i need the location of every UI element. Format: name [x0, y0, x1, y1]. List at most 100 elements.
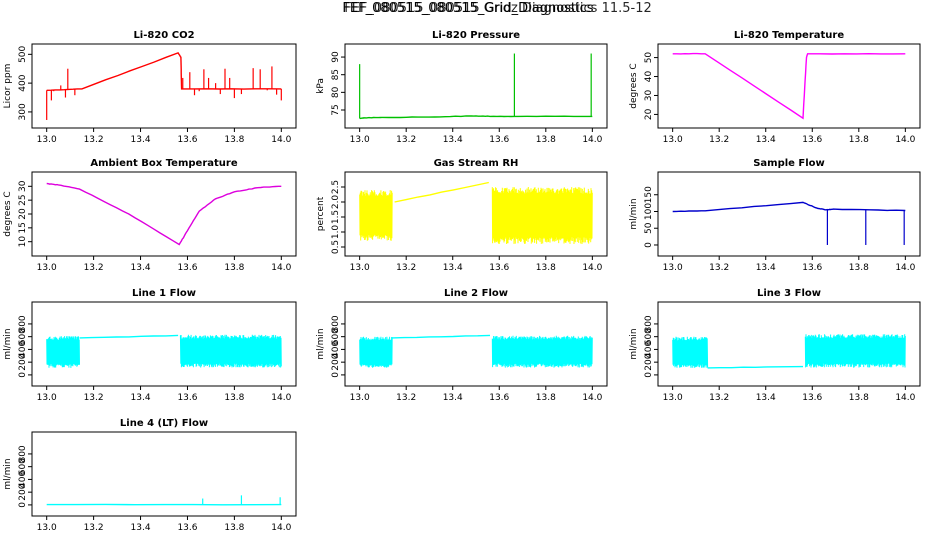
page-title: FEF_080515_080515_Grid_Diagnostics FEF_0…	[0, 0, 936, 20]
y-axis-label: ml/min	[3, 458, 13, 489]
series-band-2	[491, 335, 593, 368]
y-tick-label: 20	[644, 108, 654, 120]
x-tick-label: 13.2	[84, 263, 104, 273]
series-line	[707, 365, 804, 369]
series-line	[672, 52, 906, 120]
y-tick-label: 400	[644, 341, 654, 358]
y-tick-label: 800	[331, 315, 341, 332]
x-tick-label: 13.2	[396, 263, 416, 273]
chart-panel-5: Gas Stream RH percent 13.0 13.2 13.4 13.6 13.8…	[316, 158, 608, 273]
x-tick-label: 13.8	[224, 523, 244, 533]
y-tick-label: 0	[18, 502, 28, 508]
y-axis-label: ml/min	[3, 328, 13, 359]
y-tick-label: 10	[18, 236, 28, 248]
series-line	[392, 334, 491, 339]
page-title-text-a: FEF_080515_080515_Grid_Diagnostics	[342, 1, 594, 16]
y-tick-label: 200	[331, 353, 341, 370]
y-tick-label: 0	[331, 372, 341, 378]
plot-frame	[344, 301, 608, 387]
x-tick-label: 13.2	[709, 263, 729, 273]
x-tick-label: 13.2	[84, 135, 104, 145]
x-tick-label: 13.2	[396, 393, 416, 403]
chart-panel-8: Line 2 Flow ml/min 13.0 13.2 13.4 13.6 13.8 14.…	[316, 288, 608, 403]
y-tick-label: 1.5	[331, 210, 341, 224]
y-tick-label: 80	[331, 86, 341, 98]
y-tick-label: 400	[18, 471, 28, 488]
x-tick-label: 13.6	[177, 263, 197, 273]
y-axis-label: ml/min	[629, 198, 639, 229]
x-axis: 13.0 13.2 13.4 13.6 13.8 14.0	[37, 386, 292, 403]
x-tick-label: 13.0	[37, 263, 57, 273]
y-tick-label: 600	[644, 328, 654, 345]
x-tick-label: 13.0	[663, 263, 683, 273]
y-tick-label: 1.0	[331, 225, 341, 240]
chart-title: Li-820 CO2	[133, 30, 194, 41]
x-tick-label: 13.2	[84, 523, 104, 533]
y-tick-label: 600	[331, 328, 341, 345]
x-tick-label: 13.4	[131, 393, 151, 403]
y-axis-label: ml/min	[316, 328, 326, 359]
x-tick-label: 13.2	[709, 393, 729, 403]
series-line	[394, 181, 489, 203]
y-tick-label: 800	[18, 445, 28, 462]
y-tick-label: 30	[644, 89, 654, 101]
x-axis: 13.0 13.2 13.4 13.6 13.8 14.0	[663, 386, 916, 403]
x-tick-label: 13.4	[443, 263, 463, 273]
x-tick-label: 14.0	[271, 135, 291, 145]
y-axis-label: ml/min	[629, 328, 639, 359]
x-tick-label: 13.4	[756, 393, 776, 403]
x-tick-label: 14.0	[271, 393, 291, 403]
y-axis: 10 15 20 25 30	[18, 180, 32, 247]
x-tick-label: 13.2	[709, 135, 729, 145]
x-axis: 13.0 13.2 13.4 13.6 13.8 14.0	[350, 256, 603, 273]
x-tick-label: 13.4	[131, 523, 151, 533]
chart-title: Line 4 (LT) Flow	[120, 418, 208, 429]
x-tick-label: 13.8	[536, 135, 556, 145]
y-tick-label: 25	[18, 194, 28, 205]
x-tick-label: 13.6	[802, 263, 822, 273]
chart-title: Ambient Box Temperature	[90, 158, 237, 169]
x-tick-label: 13.2	[396, 135, 416, 145]
plot-frame	[344, 43, 608, 129]
y-tick-label: 0.5	[331, 240, 341, 254]
y-axis-label: degrees C	[3, 191, 13, 236]
x-tick-label: 13.4	[756, 135, 776, 145]
series-line	[46, 182, 282, 246]
y-tick-label: 75	[331, 104, 341, 115]
y-tick-label: 400	[18, 74, 28, 91]
series-line	[359, 115, 593, 120]
x-tick-label: 14.0	[895, 135, 915, 145]
series-band-1	[672, 336, 709, 368]
y-tick-label: 600	[18, 328, 28, 345]
y-tick-label: 200	[18, 353, 28, 370]
x-tick-label: 13.0	[663, 393, 683, 403]
x-tick-label: 13.8	[849, 263, 869, 273]
x-tick-label: 13.0	[350, 135, 370, 145]
y-tick-label: 30	[18, 180, 28, 192]
series-band-2	[179, 334, 282, 368]
x-tick-label: 13.6	[489, 393, 509, 403]
x-tick-label: 13.4	[131, 263, 151, 273]
x-tick-label: 13.0	[350, 393, 370, 403]
chart-panel-2: Li-820 Pressure kPa 13.0 13.2 13.4 13.6 13.8 14…	[316, 30, 608, 145]
x-tick-label: 13.8	[849, 135, 869, 145]
x-tick-label: 13.4	[756, 263, 776, 273]
y-tick-label: 600	[18, 458, 28, 475]
series-band-1	[359, 336, 393, 368]
plot-frame	[31, 43, 297, 129]
x-tick-label: 14.0	[271, 263, 291, 273]
x-tick-label: 14.0	[582, 263, 602, 273]
y-tick-label: 800	[18, 315, 28, 332]
page-title-text-b: FEF_080515_080515 Gridz Diagnostics 11.5…	[344, 1, 652, 16]
x-axis: 13.0 13.2 13.4 13.6 13.8 14.0	[663, 128, 916, 145]
x-tick-label: 14.0	[895, 263, 915, 273]
y-tick-label: 0	[644, 242, 654, 248]
y-axis: 20 30 40 50	[644, 52, 658, 120]
y-axis-label: kPa	[316, 78, 326, 94]
